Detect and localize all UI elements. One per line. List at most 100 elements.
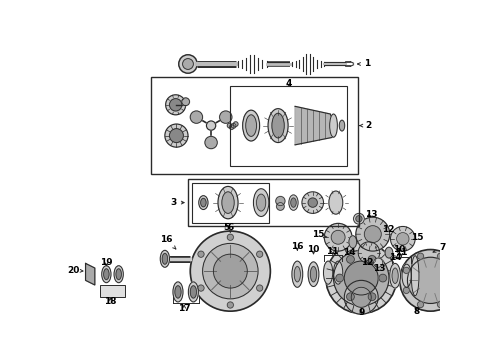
Circle shape (190, 231, 270, 311)
Circle shape (336, 274, 343, 282)
Text: 10: 10 (393, 245, 405, 254)
Ellipse shape (289, 195, 298, 210)
Circle shape (346, 256, 354, 263)
Circle shape (356, 216, 362, 222)
Text: 19: 19 (100, 258, 113, 267)
Circle shape (438, 301, 443, 308)
Ellipse shape (162, 253, 168, 264)
Ellipse shape (292, 261, 303, 287)
Text: 15: 15 (411, 233, 424, 242)
Text: 13: 13 (373, 264, 386, 273)
Circle shape (308, 198, 318, 207)
Circle shape (351, 287, 371, 307)
Circle shape (166, 95, 186, 115)
Circle shape (198, 251, 204, 257)
Circle shape (379, 274, 387, 282)
Circle shape (344, 280, 378, 314)
Ellipse shape (349, 236, 357, 248)
Circle shape (220, 111, 232, 123)
Circle shape (331, 230, 345, 244)
Circle shape (346, 293, 354, 301)
Ellipse shape (411, 256, 419, 296)
Circle shape (229, 125, 234, 130)
Ellipse shape (334, 261, 343, 284)
Circle shape (365, 226, 381, 243)
Circle shape (408, 257, 454, 303)
Circle shape (233, 122, 238, 126)
Ellipse shape (339, 120, 344, 131)
Circle shape (438, 253, 443, 259)
Ellipse shape (160, 250, 170, 267)
Circle shape (205, 136, 217, 149)
Ellipse shape (294, 266, 300, 282)
Text: 6: 6 (227, 224, 233, 233)
Text: 15: 15 (312, 230, 327, 239)
Circle shape (452, 287, 458, 293)
Ellipse shape (218, 186, 238, 219)
Text: 7: 7 (433, 243, 446, 252)
Circle shape (165, 124, 188, 147)
Text: 8: 8 (414, 307, 420, 316)
Ellipse shape (268, 109, 288, 143)
Text: 16: 16 (160, 235, 176, 249)
Bar (230, 86, 347, 166)
Circle shape (170, 99, 182, 111)
Circle shape (182, 98, 190, 105)
Circle shape (227, 302, 233, 308)
Circle shape (400, 249, 462, 311)
Text: 17: 17 (178, 303, 191, 312)
Circle shape (397, 233, 409, 245)
Text: 14: 14 (389, 253, 401, 262)
Text: 2: 2 (360, 121, 371, 130)
Circle shape (227, 123, 232, 128)
Text: 3: 3 (170, 198, 184, 207)
Ellipse shape (390, 264, 400, 288)
Ellipse shape (323, 261, 333, 284)
Circle shape (170, 129, 183, 143)
Ellipse shape (116, 269, 122, 280)
Text: 16: 16 (291, 242, 304, 251)
Circle shape (203, 243, 258, 299)
Circle shape (417, 301, 423, 308)
Circle shape (368, 293, 376, 301)
Circle shape (368, 256, 376, 263)
Circle shape (206, 121, 216, 130)
Circle shape (214, 254, 247, 288)
Ellipse shape (311, 266, 317, 282)
Bar (192, 183, 269, 222)
Text: 18: 18 (104, 297, 117, 306)
Circle shape (302, 192, 323, 213)
Circle shape (276, 203, 284, 210)
Ellipse shape (222, 192, 234, 213)
Circle shape (179, 55, 197, 73)
Circle shape (326, 243, 397, 314)
Circle shape (198, 285, 204, 291)
Ellipse shape (199, 195, 208, 210)
Ellipse shape (385, 247, 393, 258)
Text: 1: 1 (358, 59, 370, 68)
Ellipse shape (188, 282, 198, 302)
Ellipse shape (246, 115, 257, 136)
Text: 12: 12 (361, 258, 374, 267)
Bar (151, 77, 358, 174)
Text: 10: 10 (307, 245, 319, 254)
Ellipse shape (104, 269, 109, 280)
Ellipse shape (253, 189, 269, 216)
Circle shape (334, 250, 389, 306)
Circle shape (391, 226, 415, 251)
FancyBboxPatch shape (100, 285, 125, 297)
Circle shape (257, 285, 263, 291)
Polygon shape (295, 106, 334, 145)
Ellipse shape (190, 286, 196, 298)
Circle shape (231, 123, 236, 128)
Circle shape (358, 242, 380, 264)
Text: 11: 11 (395, 248, 408, 257)
Circle shape (257, 251, 263, 257)
Text: 12: 12 (382, 225, 394, 234)
Ellipse shape (257, 194, 266, 211)
Circle shape (403, 267, 410, 274)
Circle shape (276, 197, 285, 206)
Circle shape (190, 111, 202, 123)
Text: 20: 20 (67, 266, 83, 275)
Circle shape (452, 267, 458, 274)
